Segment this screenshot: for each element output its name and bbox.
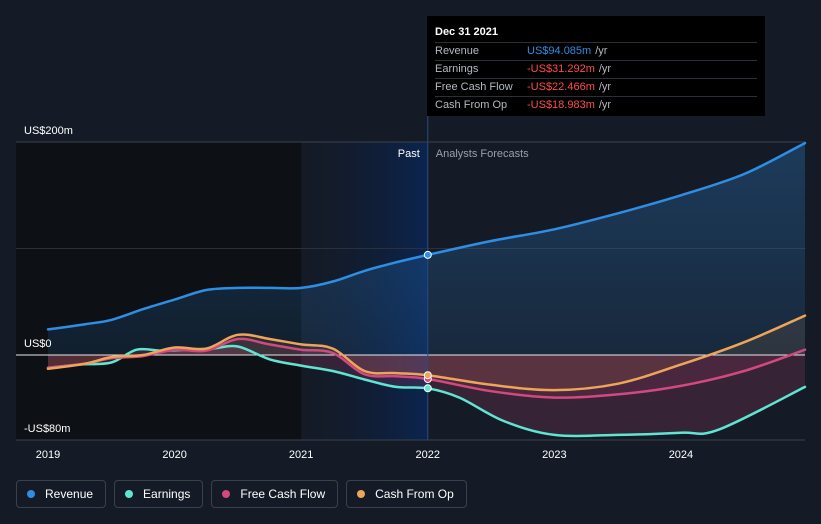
series-lines — [46, 141, 807, 438]
tooltip-label: Revenue — [435, 45, 480, 57]
tooltip-value: US$94.085m — [527, 45, 592, 57]
tooltip-value: -US$18.983m — [527, 99, 595, 111]
legend-label: Cash From Op — [375, 487, 454, 501]
tooltip-value: -US$22.466m — [527, 81, 595, 93]
revenue-marker — [423, 250, 432, 259]
legend-label: Revenue — [45, 487, 94, 501]
tooltip-value: -US$31.292m — [527, 63, 595, 75]
legend-item-free-cash-flow[interactable]: Free Cash Flow — [211, 480, 339, 508]
x-tick-label: 2024 — [669, 449, 693, 461]
revenue-line — [46, 141, 807, 331]
tooltip-row-free-cash-flow: Free Cash Flow -US$22.466m /yr — [435, 78, 757, 96]
forecast-label: Analysts Forecasts — [436, 148, 529, 160]
x-tick-label: 2022 — [416, 449, 440, 461]
revenue-area — [48, 143, 805, 355]
free-cash-flow-dot-icon — [222, 490, 231, 498]
cash-from-op-marker — [423, 371, 432, 380]
x-tick-label: 2023 — [542, 449, 566, 461]
y-tick-label: US$0 — [24, 338, 52, 350]
tooltip-unit: /yr — [595, 45, 608, 57]
highlight-markers — [423, 250, 432, 393]
earnings-dot-icon — [125, 490, 134, 498]
cash-from-op-area — [48, 315, 805, 391]
tooltip-label: Earnings — [435, 63, 479, 75]
cash-from-op-dot-icon — [357, 490, 366, 498]
legend-item-revenue[interactable]: Revenue — [16, 480, 107, 508]
y-axis-labels: US$200m US$0 -US$80m — [24, 125, 73, 435]
chart-legend: Revenue Earnings Free Cash Flow Cash Fro… — [16, 480, 467, 508]
legend-label: Free Cash Flow — [240, 487, 326, 501]
legend-label: Earnings — [143, 487, 191, 501]
past-label: Past — [398, 148, 420, 160]
data-tooltip: Dec 31 2021 Revenue US$94.085m /yr Earni… — [427, 16, 765, 116]
tooltip-label: Cash From Op — [435, 99, 508, 111]
x-tick-label: 2020 — [162, 449, 186, 461]
legend-item-cash-from-op[interactable]: Cash From Op — [346, 480, 467, 508]
earnings-line — [46, 344, 807, 438]
tooltip-row-earnings: Earnings -US$31.292m /yr — [435, 60, 757, 78]
tooltip-row-cash-from-op: Cash From Op -US$18.983m /yr — [435, 96, 757, 114]
tooltip-row-revenue: Revenue US$94.085m /yr — [435, 42, 757, 60]
cash-from-op-line — [46, 314, 807, 392]
earnings-area — [48, 345, 805, 436]
tooltip-unit: /yr — [598, 63, 612, 75]
tooltip-date: Dec 31 2021 — [435, 26, 498, 38]
tooltip-unit: /yr — [598, 99, 612, 111]
tooltip-unit: /yr — [598, 81, 612, 93]
legend-item-earnings[interactable]: Earnings — [114, 480, 204, 508]
x-axis-labels: 2019 2020 2021 2022 2023 2024 — [36, 449, 693, 461]
y-tick-label: -US$80m — [24, 423, 70, 435]
revenue-dot-icon — [27, 490, 35, 498]
earnings-marker — [423, 384, 432, 393]
y-tick-label: US$200m — [24, 125, 73, 137]
tooltip-label: Free Cash Flow — [435, 81, 513, 93]
x-tick-label: 2019 — [36, 449, 60, 461]
x-tick-label: 2021 — [289, 449, 313, 461]
